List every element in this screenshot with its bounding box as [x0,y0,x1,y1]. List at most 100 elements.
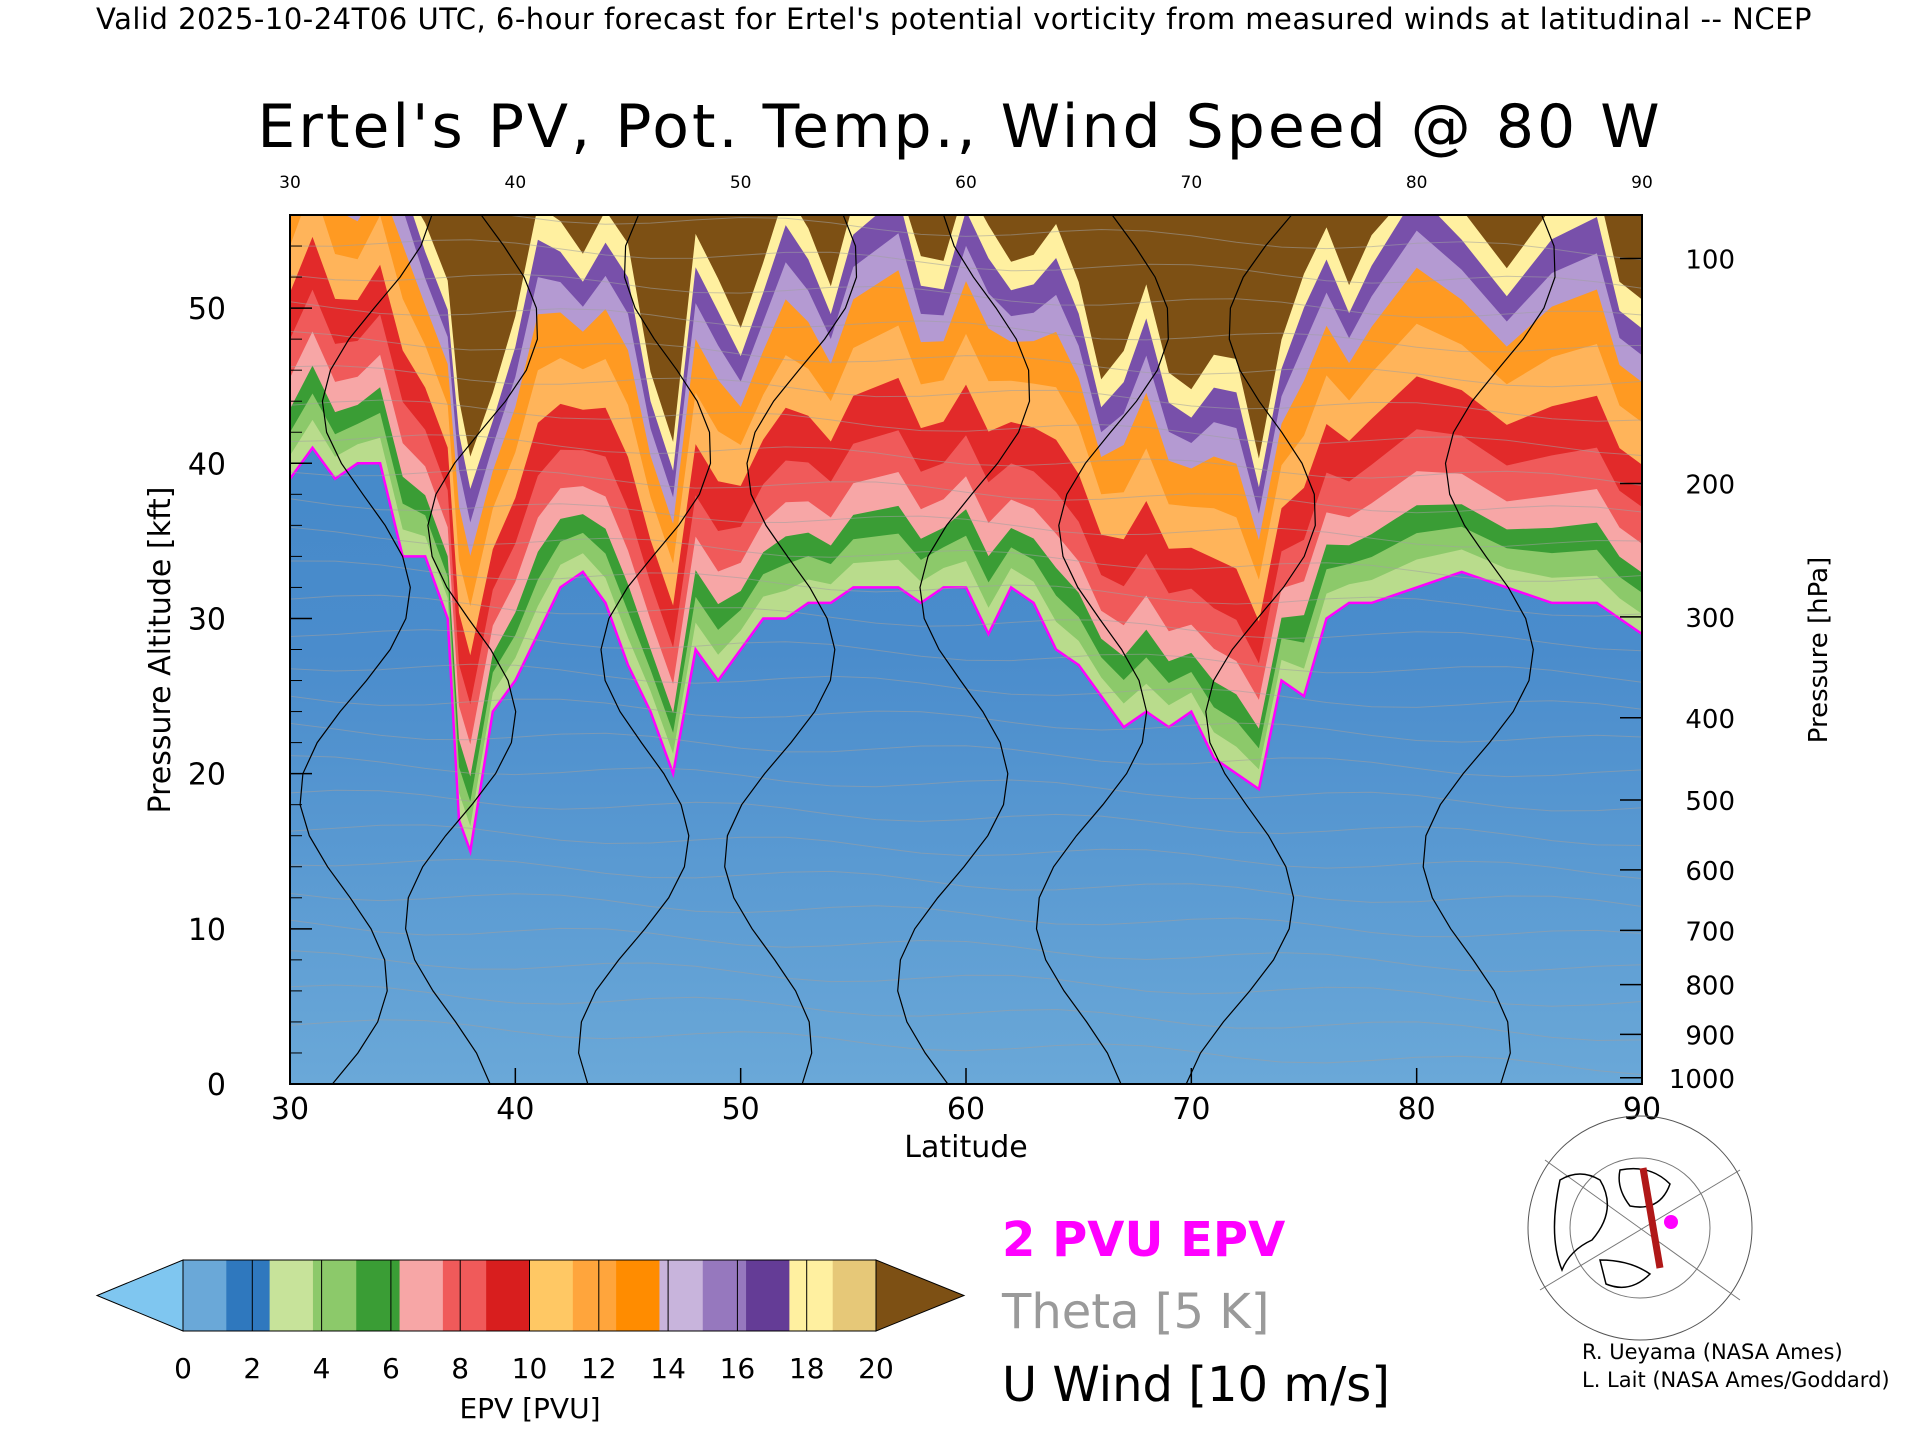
theta-contour [290,663,1642,710]
colorbar-segment [312,1260,357,1331]
colorbar-segment [442,1260,487,1331]
theta-contour [290,858,1642,907]
theta-contour [290,984,1642,1042]
theta-contour [290,789,1642,846]
y-tick-label: 50 [188,292,226,327]
colorbar-label: EPV [PVU] [459,1392,600,1425]
map-graticule [1539,1169,1741,1291]
pressure-tick-label: 400 [1685,705,1735,735]
theta-contour [290,498,1642,548]
colorbar-segment [269,1260,314,1331]
theta-contour [290,755,1642,812]
x-tick-label: 80 [1398,1092,1436,1127]
colorbar-segment [572,1260,617,1331]
y-tick-label: 20 [188,758,226,793]
pressure-tick-label: 700 [1685,917,1735,947]
pressure-tick-label: 1000 [1669,1065,1735,1095]
x-top-tick-label: 50 [730,173,752,193]
x-top-tick-label: 30 [279,173,301,193]
legend-theta: Theta [5 K] [1002,1284,1270,1340]
colorbar-tick-label: 16 [720,1352,756,1385]
sun-position-marker [1664,1215,1678,1229]
pv-band [420,215,1642,459]
theta-contour [290,824,1642,880]
theta-contour [290,273,1642,318]
x-top-tick-label: 80 [1406,173,1428,193]
credit-line-1: R. Ueyama (NASA Ames) [1582,1340,1843,1364]
colorbar-segment [356,1260,401,1331]
theta-contour [290,434,1642,486]
u-wind-contour [1035,215,1169,1084]
colorbar-tick-label: 4 [313,1352,331,1385]
u-wind-contour [299,215,433,1084]
x-top-tick-label: 90 [1631,173,1653,193]
pressure-tick-label: 200 [1685,470,1735,500]
colorbar-tick-label: 0 [174,1352,192,1385]
map-graticule [1527,1115,1753,1341]
pressure-tick-label: 500 [1685,787,1735,817]
theta-contour [290,892,1642,938]
colorbar-segment [746,1260,790,1331]
x-top-tick-label: 40 [505,173,527,193]
theta-contour [290,629,1642,683]
colorbar-segment [399,1260,444,1331]
y-right-axis-label: Pressure [hPa] [1804,557,1834,744]
theta-contour [290,468,1642,514]
u-wind-contour [1185,215,1316,1084]
theta-contour [290,330,1642,388]
theta-contour [290,594,1642,652]
theta-contour [290,365,1642,422]
credit-line-2: L. Lait (NASA Ames/Goddard) [1582,1368,1890,1392]
pv-band [412,215,1642,489]
theta-contour [290,722,1642,778]
theta-contour [290,1019,1642,1076]
u-wind-contour [724,215,858,1084]
map-graticule [1569,1157,1711,1299]
colorbar-low-arrow [95,1259,184,1332]
colorbar-tick-label: 2 [243,1352,261,1385]
chart-title: Ertel's PV, Pot. Temp., Wind Speed @ 80 … [257,92,1663,162]
x-tick-label: 60 [947,1092,985,1127]
y-tick-label: 0 [207,1068,226,1103]
y-tick-label: 30 [188,602,226,637]
pv-2pvu-contour [290,445,1642,857]
colorbar-tick-label: 20 [858,1352,894,1385]
colorbar-tick-label: 6 [382,1352,400,1385]
theta-contour [290,950,1642,1007]
colorbar-segment [529,1260,574,1331]
cross-section-path [1639,1167,1664,1269]
colorbar-tick-label: 8 [451,1352,469,1385]
y-tick-label: 40 [188,447,226,482]
colorbar-tick-label: 18 [789,1352,825,1385]
colorbar-high-arrow [875,1259,966,1332]
colorbar-tick-label: 14 [650,1352,686,1385]
x-top-tick-label: 70 [1181,173,1203,193]
pressure-tick-label: 100 [1685,245,1735,275]
theta-contour [290,526,1642,582]
colorbar-segment [659,1260,704,1331]
colorbar-segment [226,1260,271,1331]
axes: 0 10 20 30 40 50 30 30 40 40 50 50 60 60 70 70 80 80 90 90 1… [143,173,1834,1165]
colorbar-segment [486,1260,530,1331]
x-tick-label: 50 [722,1092,760,1127]
u-wind-contour [1422,215,1556,1084]
u-wind-contour [404,215,539,1084]
colorbar: 0 2 4 6 8 10 12 14 16 18 20 EPV [PVU] [95,1259,966,1425]
colorbar-segment [832,1260,877,1331]
x-axis-label: Latitude [904,1130,1027,1165]
pv-field [290,215,1642,1084]
colorbar-segment [702,1260,747,1331]
x-tick-label: 70 [1172,1092,1210,1127]
u-wind-contour [577,215,712,1084]
x-tick-label: 30 [271,1092,309,1127]
pressure-tick-label: 900 [1685,1021,1735,1051]
theta-contour [290,919,1642,973]
y-axis-label: Pressure Altitude [kft] [143,487,178,814]
theta-contour [290,399,1642,456]
colorbar-segment [789,1260,834,1331]
map-coastlines [1553,1167,1671,1289]
colorbar-segment [616,1260,660,1331]
valid-time-header: Valid 2025-10-24T06 UTC, 6-hour forecast… [96,2,1812,36]
x-tick-label: 40 [496,1092,534,1127]
